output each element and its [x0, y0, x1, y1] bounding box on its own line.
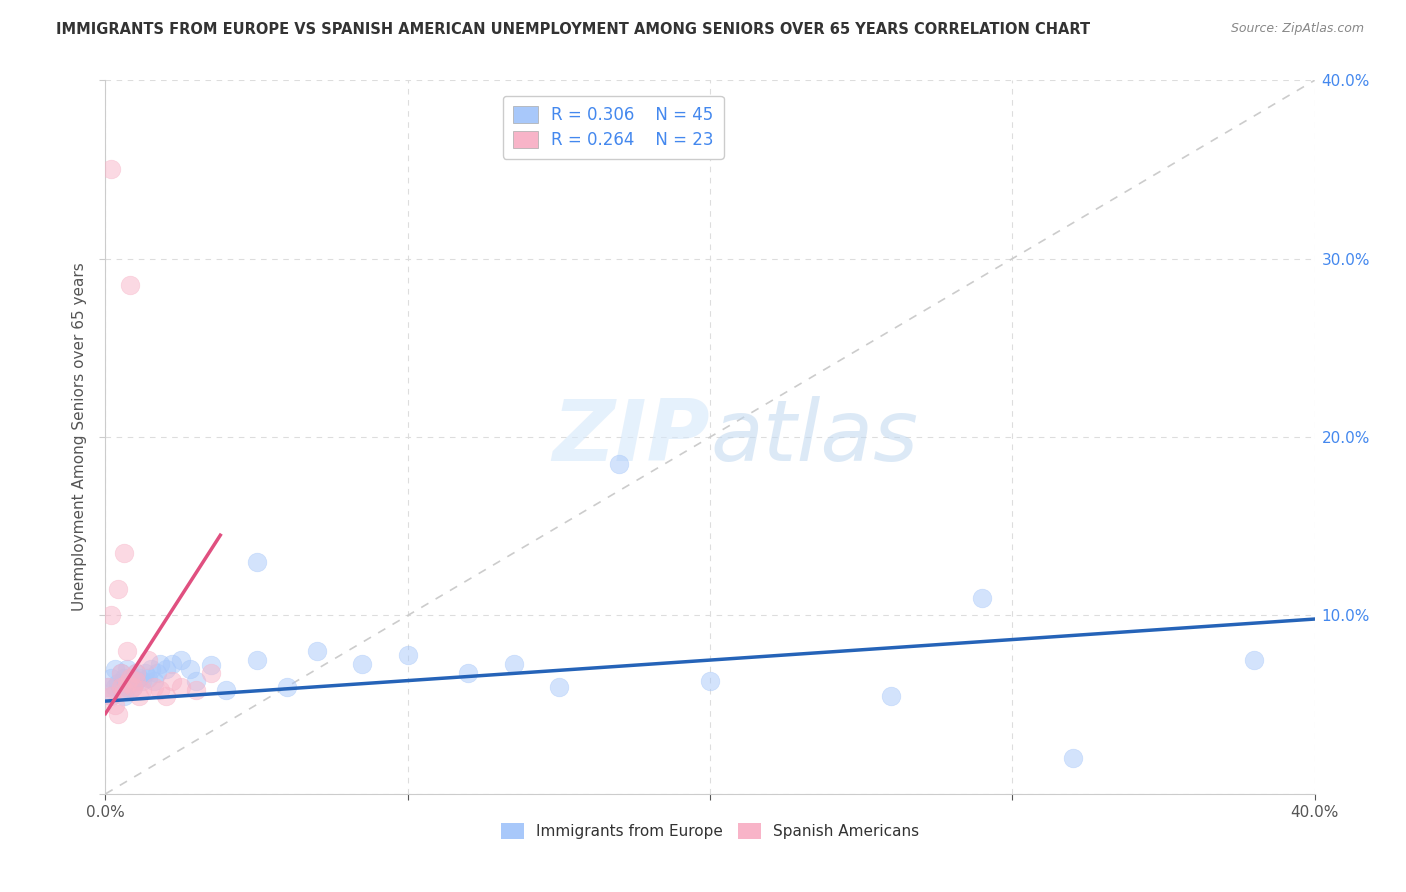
- Point: [125, 665, 148, 680]
- Point: [186, 683, 208, 698]
- Point: [107, 706, 129, 721]
- Point: [97, 680, 120, 694]
- Point: [160, 657, 183, 671]
- Point: [125, 674, 148, 689]
- Point: [139, 662, 162, 676]
- Point: [1243, 653, 1265, 667]
- Point: [155, 689, 177, 703]
- Point: [186, 674, 208, 689]
- Point: [121, 680, 143, 694]
- Point: [246, 555, 269, 569]
- Point: [115, 680, 138, 694]
- Point: [115, 644, 138, 658]
- Point: [149, 683, 172, 698]
- Point: [97, 680, 120, 694]
- Point: [100, 689, 122, 703]
- Point: [112, 671, 135, 685]
- Point: [246, 653, 269, 667]
- Point: [128, 689, 150, 703]
- Point: [112, 683, 135, 698]
- Text: ZIP: ZIP: [553, 395, 710, 479]
- Text: atlas: atlas: [710, 395, 918, 479]
- Point: [125, 665, 148, 680]
- Point: [170, 680, 193, 694]
- Point: [112, 546, 135, 560]
- Point: [142, 674, 165, 689]
- Point: [100, 162, 122, 177]
- Point: [110, 665, 132, 680]
- Text: IMMIGRANTS FROM EUROPE VS SPANISH AMERICAN UNEMPLOYMENT AMONG SENIORS OVER 65 YE: IMMIGRANTS FROM EUROPE VS SPANISH AMERIC…: [56, 22, 1091, 37]
- Point: [170, 653, 193, 667]
- Point: [149, 657, 172, 671]
- Point: [131, 683, 153, 698]
- Point: [118, 683, 141, 698]
- Point: [121, 680, 143, 694]
- Point: [107, 582, 129, 596]
- Point: [352, 657, 374, 671]
- Point: [200, 658, 222, 673]
- Point: [146, 665, 169, 680]
- Point: [115, 662, 138, 676]
- Point: [609, 457, 631, 471]
- Point: [107, 676, 129, 690]
- Point: [103, 698, 125, 712]
- Point: [970, 591, 993, 605]
- Point: [396, 648, 419, 662]
- Point: [110, 683, 132, 698]
- Point: [134, 665, 156, 680]
- Point: [880, 689, 903, 703]
- Point: [276, 680, 298, 694]
- Point: [118, 278, 141, 293]
- Point: [100, 671, 122, 685]
- Point: [1062, 751, 1084, 765]
- Point: [118, 671, 141, 685]
- Point: [307, 644, 329, 658]
- Point: [136, 653, 159, 667]
- Point: [100, 689, 122, 703]
- Point: [502, 657, 524, 671]
- Point: [118, 674, 141, 689]
- Point: [160, 674, 183, 689]
- Point: [179, 662, 201, 676]
- Text: Source: ZipAtlas.com: Source: ZipAtlas.com: [1230, 22, 1364, 36]
- Point: [115, 676, 138, 690]
- Legend: Immigrants from Europe, Spanish Americans: Immigrants from Europe, Spanish American…: [494, 815, 927, 847]
- Point: [110, 680, 132, 694]
- Y-axis label: Unemployment Among Seniors over 65 years: Unemployment Among Seniors over 65 years: [72, 263, 87, 611]
- Point: [457, 665, 479, 680]
- Point: [699, 674, 721, 689]
- Point: [128, 671, 150, 685]
- Point: [103, 662, 125, 676]
- Point: [548, 680, 571, 694]
- Point: [131, 674, 153, 689]
- Point: [142, 680, 165, 694]
- Point: [200, 665, 222, 680]
- Point: [100, 608, 122, 623]
- Point: [125, 674, 148, 689]
- Point: [215, 683, 238, 698]
- Point: [121, 671, 143, 685]
- Point: [136, 671, 159, 685]
- Point: [112, 689, 135, 703]
- Point: [110, 665, 132, 680]
- Point: [103, 680, 125, 694]
- Point: [155, 662, 177, 676]
